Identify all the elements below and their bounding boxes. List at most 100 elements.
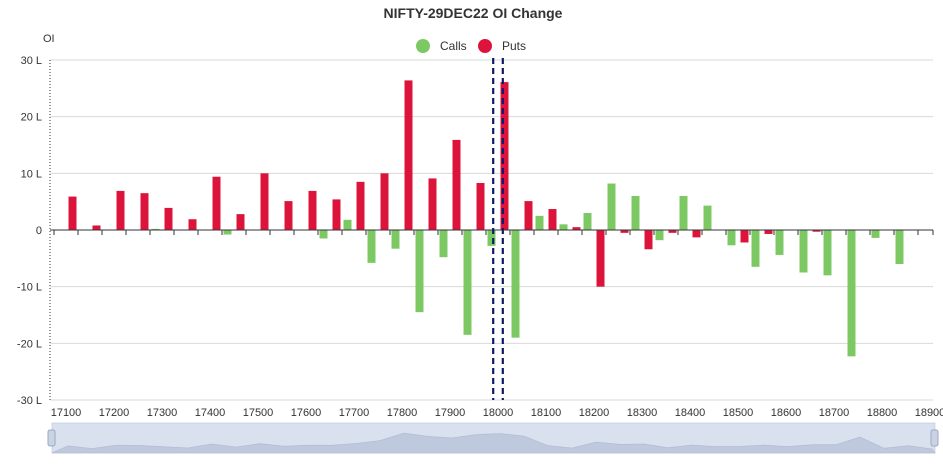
y-tick-label: -30 L: [17, 395, 42, 407]
puts-bar-17600[interactable]: [308, 190, 317, 230]
puts-bar-17900[interactable]: [452, 139, 461, 230]
y-tick-label: 30 L: [21, 55, 42, 67]
puts-bar-17100[interactable]: [68, 196, 77, 230]
puts-bar-17200[interactable]: [116, 190, 125, 230]
calls-bar-18050[interactable]: [511, 230, 520, 338]
calls-bar-17950[interactable]: [463, 230, 472, 335]
calls-bar-17900[interactable]: [439, 230, 448, 258]
calls-bar-18500[interactable]: [727, 230, 736, 246]
grid-layer: [50, 59, 933, 401]
calls-bar-18200[interactable]: [583, 213, 592, 230]
puts-bar-17650[interactable]: [332, 199, 341, 230]
legend[interactable]: Calls Puts: [416, 39, 526, 53]
puts-bar-17150[interactable]: [92, 225, 101, 230]
puts-bar-18350[interactable]: [668, 230, 677, 233]
puts-bar-17750[interactable]: [380, 173, 389, 230]
y-tick-label: -10 L: [17, 282, 42, 294]
puts-bar-18400[interactable]: [692, 230, 701, 238]
x-tick-label: 18500: [723, 407, 754, 419]
zoom-slider-selection[interactable]: [52, 423, 935, 453]
puts-bar-18250[interactable]: [620, 230, 629, 233]
calls-bar-18250[interactable]: [607, 183, 616, 230]
calls-bar-18700[interactable]: [823, 230, 832, 276]
x-tick-label: 18400: [675, 407, 706, 419]
puts-bar-18200[interactable]: [596, 230, 605, 287]
legend-item-calls[interactable]: Calls: [416, 39, 467, 53]
y-axis-label: OI: [43, 33, 55, 45]
calls-bar-18300[interactable]: [631, 196, 640, 230]
legend-label-puts: Puts: [502, 39, 526, 53]
puts-bar-17450[interactable]: [236, 214, 245, 230]
y-tick-label: 10 L: [21, 168, 42, 180]
calls-bar-18000[interactable]: [487, 230, 496, 246]
calls-bar-18750[interactable]: [847, 230, 856, 357]
x-tick-label: 17200: [99, 407, 130, 419]
x-tick-label: 17700: [339, 407, 370, 419]
x-tick-label: 17500: [243, 407, 274, 419]
bar-layer: [68, 80, 904, 357]
x-tick-label: 18900: [915, 407, 943, 419]
y-tick-label: 20 L: [21, 112, 42, 124]
calls-bar-17650[interactable]: [319, 230, 328, 239]
puts-bar-17800[interactable]: [404, 80, 413, 231]
legend-swatch-puts: [478, 39, 492, 53]
calls-bar-18450[interactable]: [703, 205, 712, 230]
x-tick-label: 17100: [51, 407, 82, 419]
x-tick-label: 17900: [435, 407, 466, 419]
x-tick-label: 18200: [579, 407, 610, 419]
calls-bar-17750[interactable]: [367, 230, 376, 263]
calls-bar-18600[interactable]: [775, 230, 784, 255]
calls-bar-18800[interactable]: [871, 230, 880, 238]
x-tick-label: 17400: [195, 407, 226, 419]
calls-bar-17300[interactable]: [151, 228, 160, 230]
puts-bar-18650[interactable]: [812, 230, 821, 232]
calls-bar-18350[interactable]: [655, 230, 664, 241]
x-tick-label: 18800: [867, 407, 898, 419]
puts-bar-18100[interactable]: [548, 209, 557, 230]
puts-bar-17300[interactable]: [164, 207, 173, 230]
legend-swatch-calls: [416, 39, 430, 53]
puts-bar-18000[interactable]: [500, 82, 509, 230]
calls-bar-18100[interactable]: [535, 215, 544, 230]
puts-bar-17250[interactable]: [140, 193, 149, 230]
chart-title: NIFTY-29DEC22 OI Change: [384, 5, 563, 21]
puts-bar-18150[interactable]: [572, 227, 581, 230]
axis-layer: 30 L 20 L 10 L 0 -10 L -20 L -30 L 17100 17200 17…: [17, 55, 943, 419]
zoom-slider[interactable]: [47, 422, 939, 454]
y-tick-label: -20 L: [17, 338, 42, 350]
x-tick-label: 17300: [147, 407, 178, 419]
calls-bar-17450[interactable]: [223, 230, 232, 235]
puts-bar-17550[interactable]: [284, 201, 293, 230]
x-tick-label: 17600: [291, 407, 322, 419]
puts-bar-17350[interactable]: [188, 219, 197, 230]
zoom-slider-right-handle[interactable]: [930, 429, 939, 447]
calls-bar-18850[interactable]: [895, 230, 904, 264]
calls-bar-18400[interactable]: [679, 196, 688, 230]
x-tick-label: 18700: [819, 407, 850, 419]
zoom-slider-left-handle[interactable]: [47, 429, 56, 447]
puts-bar-18550[interactable]: [764, 230, 773, 234]
puts-bar-17400[interactable]: [212, 176, 221, 230]
puts-bar-18300[interactable]: [644, 230, 653, 250]
y-tick-label: 0: [36, 225, 42, 237]
puts-bar-17700[interactable]: [356, 181, 365, 230]
calls-bar-17800[interactable]: [391, 230, 400, 249]
x-tick-label: 18300: [627, 407, 658, 419]
legend-item-puts[interactable]: Puts: [478, 39, 526, 53]
puts-bar-17500[interactable]: [260, 173, 269, 230]
calls-bar-18550[interactable]: [751, 230, 760, 267]
puts-bar-18050[interactable]: [524, 201, 533, 230]
calls-bar-17850[interactable]: [415, 230, 424, 313]
puts-bar-17850[interactable]: [428, 178, 437, 230]
legend-label-calls: Calls: [440, 39, 467, 53]
x-tick-label: 18000: [483, 407, 514, 419]
calls-bar-18650[interactable]: [799, 230, 808, 273]
puts-bar-18500[interactable]: [740, 230, 749, 243]
puts-bar-17950[interactable]: [476, 182, 485, 230]
calls-bar-17700[interactable]: [343, 219, 352, 230]
marker-layer: [492, 58, 504, 400]
calls-bar-18150[interactable]: [559, 224, 568, 230]
x-tick-label: 18100: [531, 407, 562, 419]
